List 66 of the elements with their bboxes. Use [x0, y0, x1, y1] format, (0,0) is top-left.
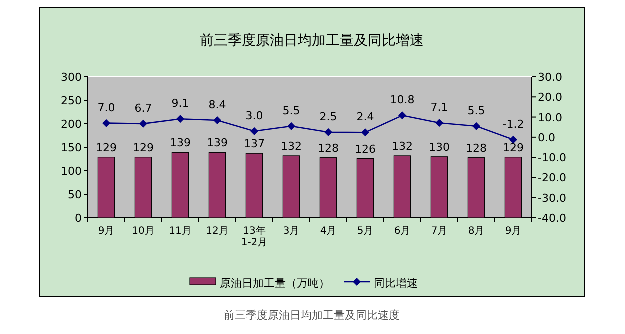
y2-tick-label: -40.0: [538, 212, 566, 225]
data-label: 128: [466, 142, 487, 155]
data-label: 7.0: [98, 101, 116, 114]
data-label: 10.8: [390, 94, 415, 107]
data-label: 139: [170, 136, 191, 150]
x-tick-label: 9月: [505, 226, 522, 237]
point: [250, 127, 258, 136]
x-tick-label: 6月: [394, 226, 411, 237]
data-label: -1.2: [502, 118, 524, 131]
point: [176, 115, 184, 124]
y2-tick-label: -10.0: [538, 152, 566, 165]
point: [140, 120, 148, 128]
data-label: 129: [503, 141, 524, 154]
point: [362, 128, 370, 137]
chart-title: 前三季度原油日均加工量及同比增速: [200, 33, 424, 49]
data-label: 8.4: [208, 98, 226, 112]
y-tick-label: 0: [75, 212, 82, 225]
data-label: 132: [281, 140, 302, 153]
data-label: 2.4: [356, 110, 374, 124]
point: [288, 122, 296, 130]
y-tick-label: 300: [61, 71, 82, 84]
data-label: 129: [96, 141, 117, 154]
legend-label: 原油日加工量（万吨）: [220, 277, 330, 290]
data-label: 130: [429, 140, 450, 154]
data-label: 6.7: [134, 102, 152, 115]
data-label: 132: [392, 140, 413, 153]
data-label: 139: [207, 136, 228, 150]
x-tick-label: 8月: [468, 226, 485, 237]
data-label: 9.1: [172, 97, 190, 110]
x-tick-label: 7月: [431, 226, 448, 237]
x-tick-label: 5月: [357, 226, 374, 237]
x-tick-label: 10月: [132, 226, 155, 237]
point: [398, 112, 406, 120]
y2-tick-label: -20.0: [538, 172, 566, 185]
y2-tick-label: 30.0: [538, 71, 562, 84]
data-label: 3.0: [246, 109, 264, 122]
point: [102, 119, 110, 128]
y2-tick-label: -30.0: [538, 192, 566, 205]
x-tick-label: 12月: [206, 226, 229, 237]
legend-label: 同比增速: [374, 277, 418, 290]
x-tick-label: 9月: [98, 226, 115, 237]
data-label: 2.5: [320, 110, 338, 124]
point: [472, 122, 480, 130]
data-label: 137: [244, 138, 265, 151]
data-label: 129: [133, 141, 154, 154]
y2-tick-label: 10.0: [538, 111, 562, 124]
y-tick-label: 250: [61, 94, 82, 108]
data-label: 5.5: [282, 104, 300, 118]
point: [324, 128, 332, 136]
point: [214, 116, 222, 125]
y-tick-label: 200: [61, 118, 82, 131]
data-label: 5.5: [468, 104, 486, 118]
x-tick-label: 11月: [169, 226, 192, 237]
y-tick-label: 100: [61, 165, 82, 178]
x-tick-label: 4月: [320, 226, 337, 237]
text: 前三季度原油日均加工量及同比速度: [224, 309, 400, 322]
x-tick-label: 3月: [283, 226, 300, 237]
point: [436, 119, 444, 128]
y-tick-label: 150: [61, 142, 82, 154]
data-label: 128: [318, 142, 339, 155]
data-label: 126: [355, 142, 376, 156]
y-tick-label: 50: [68, 188, 82, 202]
data-label: 7.1: [430, 101, 448, 114]
x-tick-label: 13年 1-2月: [241, 225, 268, 248]
y2-tick-label: 0.0: [538, 131, 556, 144]
y2-tick-label: 20.0: [538, 91, 562, 104]
